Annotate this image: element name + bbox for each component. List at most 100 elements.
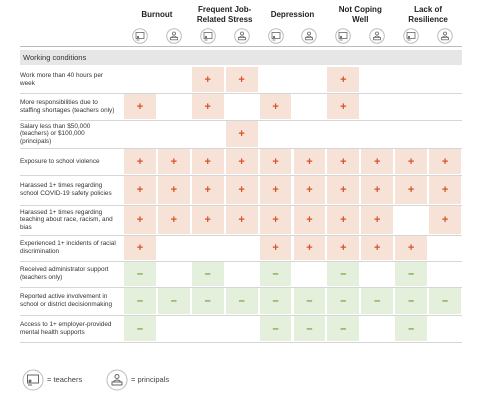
cell: + <box>293 176 326 204</box>
principal-icon <box>301 28 318 44</box>
cell: + <box>259 94 292 119</box>
cell: + <box>124 206 156 234</box>
cell: – <box>327 288 360 314</box>
cell: + <box>259 206 292 234</box>
row-label: Received administrator support (teachers… <box>20 266 109 281</box>
cell: + <box>191 67 224 92</box>
cell: – <box>327 316 360 341</box>
row-rule <box>20 147 462 149</box>
legend-teachers: = teachers <box>47 375 83 384</box>
cell: + <box>124 176 156 204</box>
legend-principals: = principals <box>131 375 170 384</box>
teacher-icon <box>335 28 352 44</box>
section-header: Working conditions <box>20 50 462 65</box>
cell: + <box>361 149 394 174</box>
cell: + <box>327 149 360 174</box>
cell: – <box>259 262 292 286</box>
cell: + <box>327 176 360 204</box>
row-label: Access to 1+ employer-provided mental he… <box>20 320 112 336</box>
cell: + <box>157 206 190 234</box>
cell: + <box>191 206 224 234</box>
row-label: Salary less than $50,000 (teachers) or $… <box>20 122 91 145</box>
column-header: Not Coping Well <box>338 5 382 24</box>
column-header: Frequent Job-Related Stress <box>196 5 253 24</box>
row-label: Experienced 1+ incidents of racial discr… <box>20 240 116 255</box>
cell: + <box>225 67 258 92</box>
cell: + <box>259 149 292 174</box>
cell: + <box>327 67 360 92</box>
row-rule <box>20 286 462 288</box>
cell: – <box>124 262 156 286</box>
cell: + <box>361 176 394 204</box>
teacher-icon <box>132 28 148 44</box>
row-rule <box>20 92 462 94</box>
cell: + <box>395 176 428 204</box>
cell: + <box>191 149 224 174</box>
cell: – <box>293 316 326 341</box>
principal-icon <box>233 28 250 44</box>
cell: – <box>191 288 224 314</box>
principal-icon <box>106 369 128 391</box>
row-rule <box>20 234 462 236</box>
row-label: Exposure to school violence <box>20 157 100 165</box>
cell: + <box>225 121 258 147</box>
row-rule <box>20 341 462 343</box>
cell: + <box>124 149 156 174</box>
column-header: Depression <box>270 10 315 19</box>
cell: – <box>395 262 428 286</box>
row-rule <box>20 119 462 121</box>
cell: – <box>395 288 428 314</box>
cell: + <box>225 176 258 204</box>
row-label: More responsibilities due to staffing sh… <box>20 98 115 114</box>
row-label: Harassed 1+ times regarding school COVID… <box>20 182 112 197</box>
principal-icon <box>369 28 386 44</box>
cell: + <box>327 236 360 260</box>
cell: + <box>259 236 292 260</box>
cell: + <box>361 206 394 234</box>
cell: + <box>293 236 326 260</box>
row-label: Work more than 40 hours per week <box>20 71 104 87</box>
cell: – <box>327 262 360 286</box>
cell: + <box>429 206 461 234</box>
cell: – <box>395 316 428 341</box>
cell: + <box>225 206 258 234</box>
cell: + <box>293 206 326 234</box>
cell: – <box>259 316 292 341</box>
row-rule <box>20 314 462 316</box>
cell: – <box>259 288 292 314</box>
row-rule <box>20 204 462 206</box>
cell: + <box>395 149 428 174</box>
cell: + <box>395 236 428 260</box>
cell: + <box>429 149 461 174</box>
cell: – <box>225 288 258 314</box>
principal-icon <box>437 28 453 44</box>
column-header: Burnout <box>141 10 173 19</box>
cell: – <box>124 316 156 341</box>
cell: + <box>327 94 360 119</box>
principal-icon <box>166 28 182 44</box>
row-label: Reported active involvement in school or… <box>20 293 112 308</box>
cell: + <box>361 236 394 260</box>
teacher-icon <box>199 28 216 44</box>
cell: – <box>429 288 461 314</box>
column-header: Lack of Resilience <box>408 5 448 24</box>
cell: – <box>293 288 326 314</box>
cell: + <box>124 94 156 119</box>
cell: + <box>429 176 461 204</box>
row-rule <box>20 260 462 262</box>
teacher-icon <box>403 28 419 44</box>
cell: + <box>327 206 360 234</box>
cell: – <box>157 288 190 314</box>
cell: – <box>124 288 156 314</box>
cell: – <box>361 288 394 314</box>
row-label: Harassed 1+ times regarding teaching abo… <box>20 208 113 231</box>
teacher-icon <box>267 28 284 44</box>
cell: + <box>157 176 190 204</box>
cell: + <box>191 94 224 119</box>
cell: + <box>157 149 190 174</box>
row-rule <box>20 174 462 176</box>
header-rule <box>20 46 462 47</box>
cell: + <box>124 236 156 260</box>
cell: + <box>191 176 224 204</box>
